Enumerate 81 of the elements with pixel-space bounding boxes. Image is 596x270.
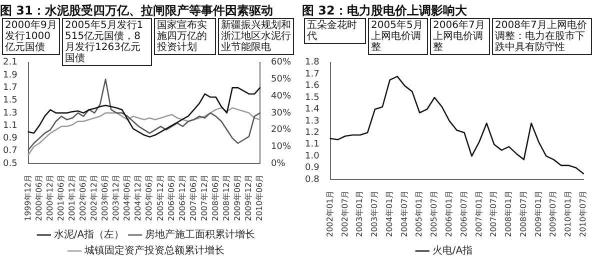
x-tick-label: 2005年06月 bbox=[144, 174, 154, 222]
x-tick-label: 2007年07月 bbox=[489, 190, 498, 238]
y-tick-label: 1.2 bbox=[304, 128, 320, 138]
x-tick-label: 2010年06月 bbox=[255, 174, 264, 222]
legend-label: 城镇固定资产投资总额累计增长 bbox=[84, 244, 224, 257]
x-tick-label: 2006年06月 bbox=[166, 174, 176, 222]
x-tick-label: 2006年12月 bbox=[178, 174, 187, 222]
x-tick-label: 2005年07月 bbox=[430, 190, 439, 238]
annotation: 2005年5月发行1515亿元国债，8月发行1263亿元国债 bbox=[62, 18, 152, 66]
x-tick-label: 2008年06月 bbox=[210, 174, 220, 222]
x-tick-label: 2002年07月 bbox=[340, 190, 350, 238]
y-tick-label: 1.3 bbox=[2, 108, 18, 118]
x-tick-label: 2004年07月 bbox=[400, 190, 409, 238]
y-tick-label: 1.7 bbox=[304, 69, 320, 80]
x-tick-label: 2000年12月 bbox=[45, 174, 54, 222]
y2-tick-label: 40% bbox=[270, 91, 292, 102]
x-tick-label: 2001年06月 bbox=[56, 174, 66, 222]
legend-label: 水泥/A指（左） bbox=[54, 228, 124, 241]
text: 2000年9月发行1000亿元国债 bbox=[2, 18, 60, 56]
y-tick-label: 0.7 bbox=[2, 146, 18, 156]
y2-tick-label: 0% bbox=[270, 158, 286, 169]
y-tick-label: 1.1 bbox=[304, 140, 320, 150]
x-tick-label: 2004年06月 bbox=[122, 174, 132, 222]
x-tick-label: 1999年12月 bbox=[23, 174, 32, 222]
x-tick-label: 2003年06月 bbox=[100, 174, 110, 222]
x-tick-label: 2008年12月 bbox=[222, 174, 231, 222]
y2-tick-label: 60% bbox=[270, 58, 292, 68]
x-tick-label: 2000年06月 bbox=[34, 174, 44, 222]
x-tick-label: 2008年01月 bbox=[504, 190, 514, 238]
x-tick-label: 2006年07月 bbox=[459, 190, 468, 238]
x-tick-label: 2003年01月 bbox=[355, 190, 364, 238]
x-tick-label: 2001年12月 bbox=[68, 174, 77, 222]
y-tick-label: 1.0 bbox=[304, 151, 320, 162]
y-tick-label: 1.9 bbox=[2, 70, 18, 80]
x-tick-label: 2009年12月 bbox=[244, 174, 254, 222]
x-tick-label: 2008年07月 bbox=[518, 190, 528, 238]
y-tick-label: 1.1 bbox=[2, 120, 18, 131]
x-tick-label: 2005年01月 bbox=[414, 190, 424, 238]
text: 新疆振兴规划和浙江地区水泥行业节能限电 bbox=[218, 18, 294, 56]
x-tick-label: 2009年06月 bbox=[233, 174, 242, 222]
y-tick-label: 0.5 bbox=[2, 158, 18, 169]
y-tick-label: 1.8 bbox=[304, 58, 320, 68]
legend-label: 火电/A指 bbox=[432, 244, 473, 257]
x-tick-label: 2002年12月 bbox=[90, 174, 99, 222]
text: 2008年7月上网电价调整：电力在股市下跌中具有防守性 bbox=[492, 18, 592, 56]
text: 五朵金花时代 bbox=[304, 18, 366, 44]
x-tick-label: 2003年07月 bbox=[370, 190, 380, 238]
y2-tick-label: 20% bbox=[270, 125, 292, 136]
x-tick-label: 2002年01月 bbox=[325, 190, 334, 238]
x-tick-label: 2004年12月 bbox=[134, 174, 143, 222]
y-tick-label: 2.1 bbox=[2, 58, 18, 68]
x-tick-label: 2003年12月 bbox=[112, 174, 121, 222]
y-tick-label: 1.6 bbox=[304, 81, 320, 92]
x-tick-label: 2009年07月 bbox=[548, 190, 558, 238]
x-tick-label: 2002年06月 bbox=[78, 174, 88, 222]
y-tick-label: 0.8 bbox=[304, 174, 320, 185]
y-tick-label: 1.4 bbox=[304, 104, 320, 115]
y-tick-label: 1.5 bbox=[304, 92, 320, 103]
y2-tick-label: 10% bbox=[270, 142, 292, 152]
text: 2005年5月上网电价调整 bbox=[368, 18, 428, 56]
text: 国家宣布实施四万亿的投资计划 bbox=[154, 18, 216, 56]
legend-label: 房地产施工面积累计增长 bbox=[145, 228, 256, 241]
x-tick-label: 2007年06月 bbox=[188, 174, 198, 222]
y2-tick-label: 50% bbox=[270, 74, 292, 85]
x-tick-label: 2005年12月 bbox=[156, 174, 165, 222]
y-tick-label: 1.3 bbox=[304, 116, 320, 126]
x-tick-label: 2007年12月 bbox=[200, 174, 209, 222]
text: 2006年7月上网电价调整 bbox=[430, 18, 490, 56]
y-tick-label: 0.9 bbox=[2, 134, 18, 144]
y-tick-label: 1.7 bbox=[2, 83, 18, 94]
y-tick-label: 0.9 bbox=[304, 163, 320, 174]
y-tick-label: 1.5 bbox=[2, 96, 18, 106]
x-tick-label: 2009年01月 bbox=[534, 190, 543, 238]
y2-tick-label: 30% bbox=[270, 108, 292, 118]
x-tick-label: 2010年07月 bbox=[578, 190, 588, 238]
x-tick-label: 2010年01月 bbox=[564, 190, 573, 238]
x-tick-label: 2006年01月 bbox=[444, 190, 454, 238]
chart-title: 图 32：电力股电价上调影响大 bbox=[302, 3, 468, 18]
x-tick-label: 2007年01月 bbox=[474, 190, 484, 238]
chart-title: 图 31：水泥股受四万亿、拉闸限产等事件因素驱动 bbox=[0, 3, 273, 18]
x-tick-label: 2004年01月 bbox=[384, 190, 394, 238]
